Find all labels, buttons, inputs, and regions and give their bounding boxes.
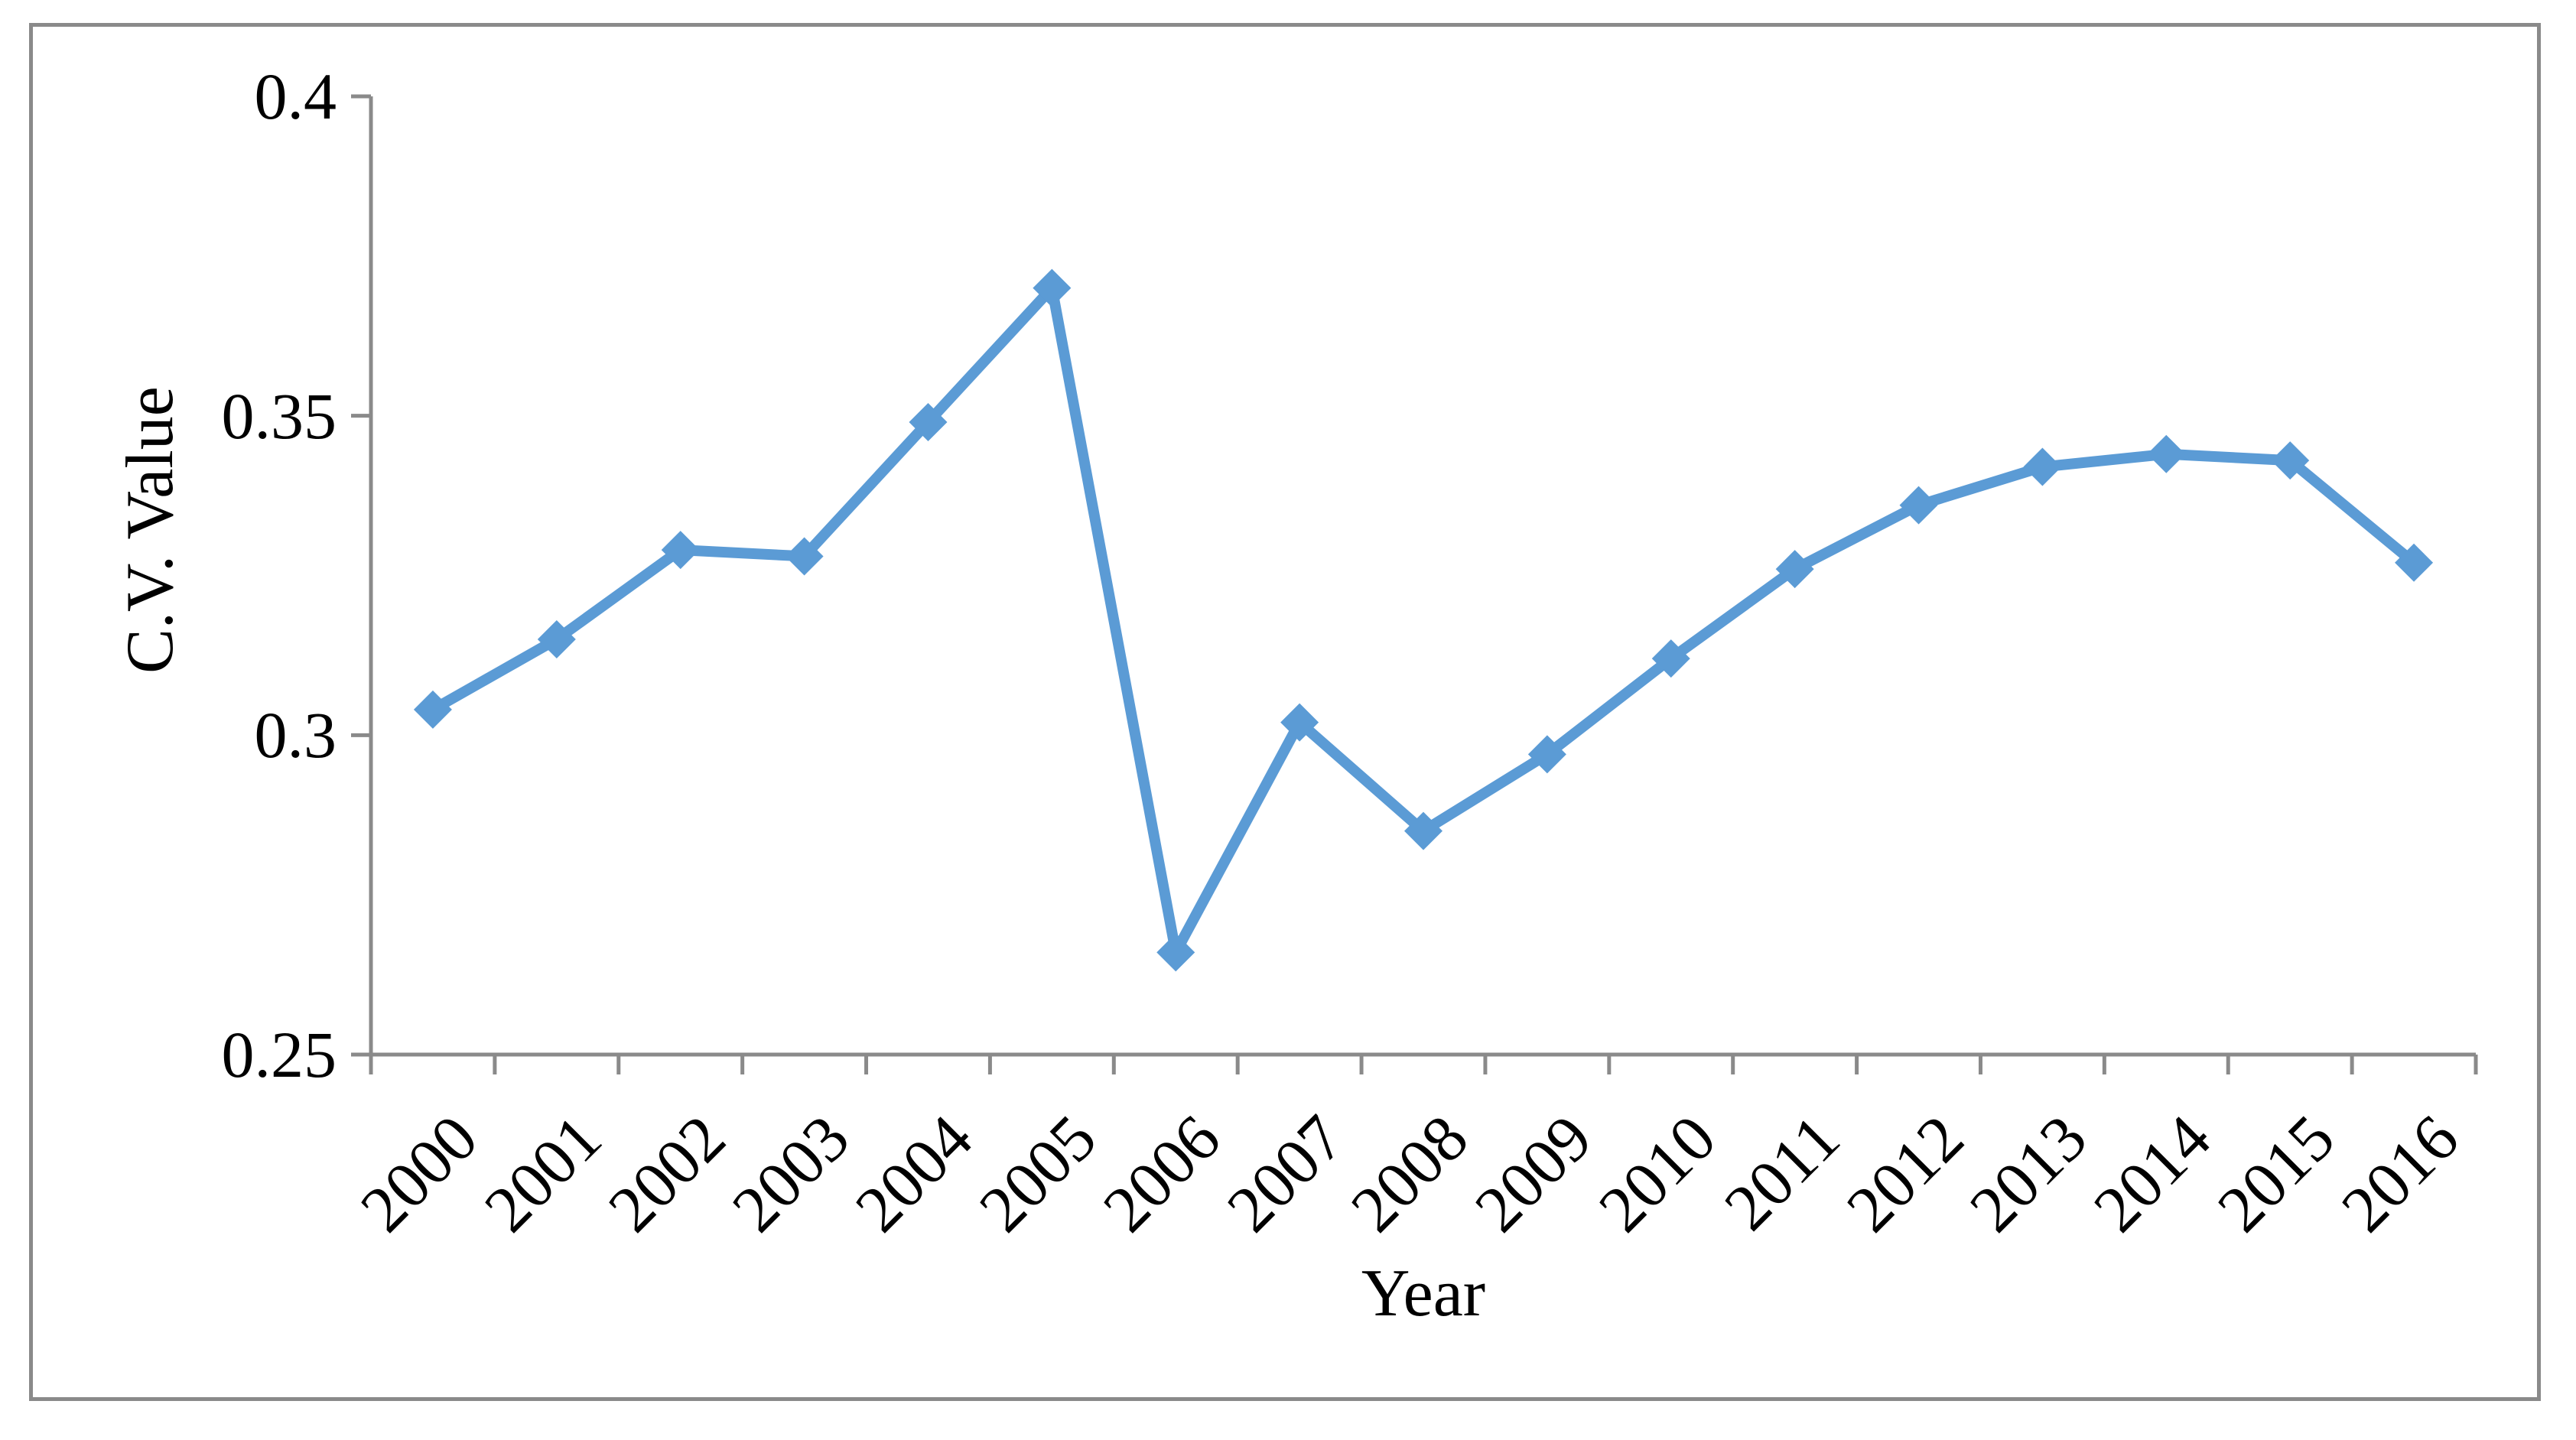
data-point-marker-2006 xyxy=(1156,933,1195,972)
y-axis-title: C.V. Value xyxy=(113,386,187,674)
y-tick-label-0.4: 0.4 xyxy=(254,60,337,133)
data-point-marker-2003 xyxy=(785,537,824,576)
data-point-marker-2001 xyxy=(537,620,576,659)
data-point-marker-2002 xyxy=(661,531,700,570)
data-point-marker-2009 xyxy=(1527,735,1566,774)
data-point-marker-2005 xyxy=(1033,268,1072,307)
data-point-marker-2007 xyxy=(1280,703,1319,742)
y-tick-label-0.25: 0.25 xyxy=(221,1018,337,1091)
data-point-marker-2010 xyxy=(1651,639,1690,678)
data-point-marker-2000 xyxy=(413,690,452,729)
data-point-marker-2016 xyxy=(2395,543,2434,582)
data-point-marker-2011 xyxy=(1775,550,1814,589)
x-axis-title: Year xyxy=(1361,1256,1486,1331)
y-tick-label-0.3: 0.3 xyxy=(254,698,337,772)
y-tick-label-0.35: 0.35 xyxy=(221,379,337,453)
data-point-marker-2008 xyxy=(1404,811,1442,850)
data-point-marker-2015 xyxy=(2271,441,2310,480)
data-point-marker-2014 xyxy=(2147,434,2186,473)
cv-series-line xyxy=(427,282,2420,958)
figure-border xyxy=(29,23,2541,1401)
data-point-marker-2012 xyxy=(1899,486,1938,525)
data-point-marker-2013 xyxy=(2023,447,2062,486)
data-point-marker-2004 xyxy=(909,403,948,442)
